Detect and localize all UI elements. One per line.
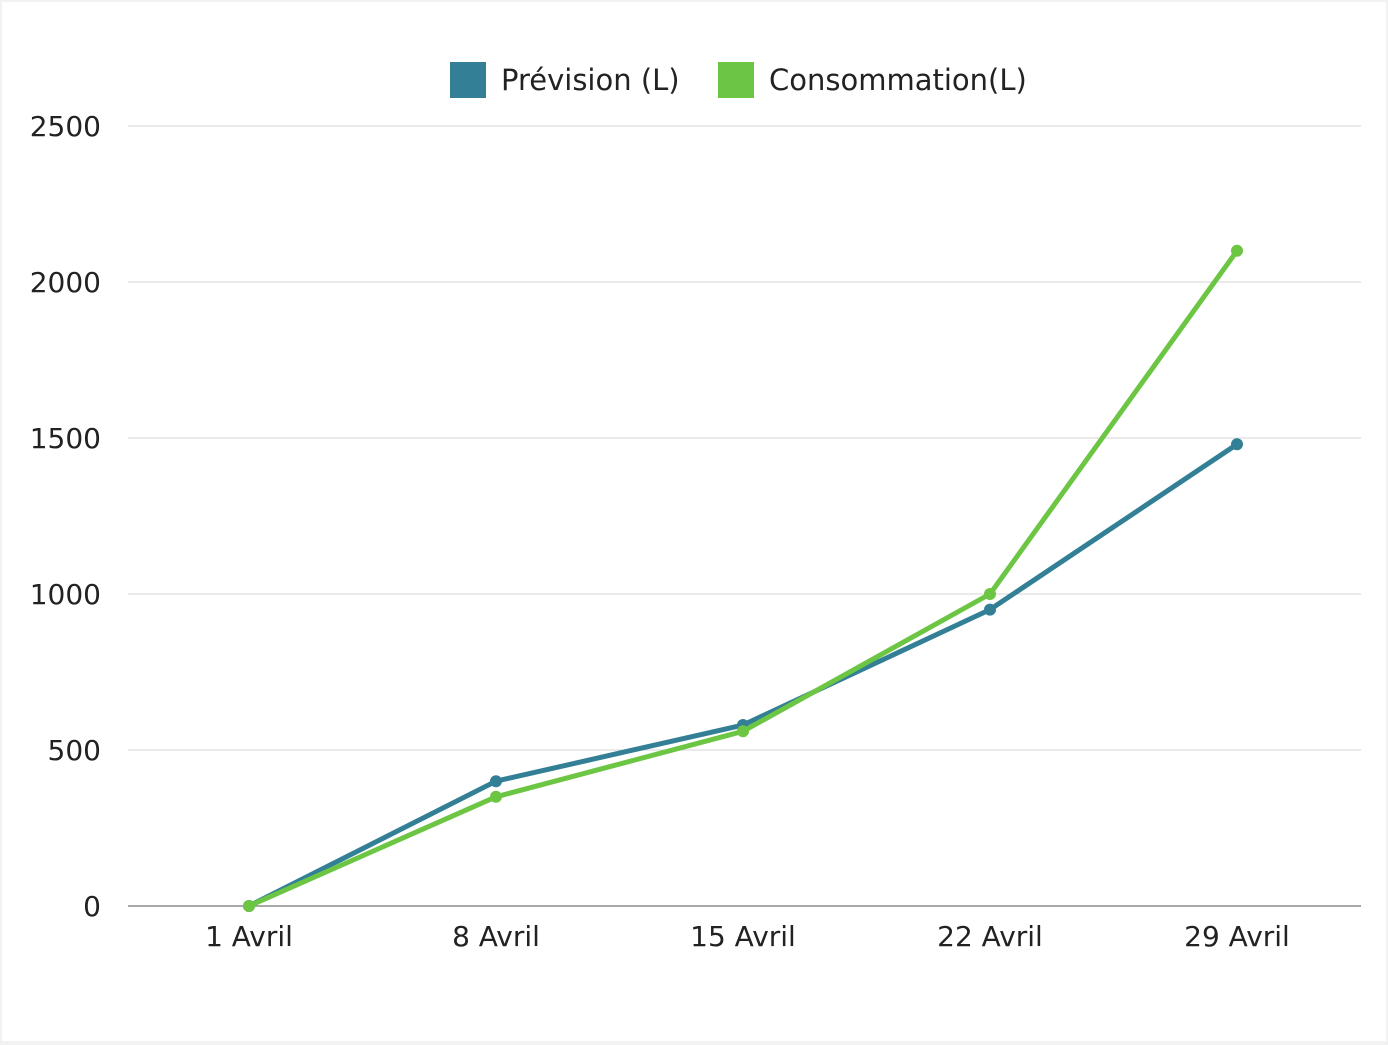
series-line	[246, 441, 1240, 909]
data-point	[737, 725, 749, 738]
legend-label: Prévision (L)	[501, 63, 680, 97]
x-axis-ticks: 1 Avril 8 Avril 15 Avril 22 Avril 29 Avril	[205, 920, 1290, 953]
data-point	[984, 588, 996, 600]
y-tick-label: 2000	[30, 266, 101, 299]
data-point	[984, 603, 996, 616]
x-tick-label: 22 Avril	[937, 920, 1043, 953]
x-tick-label: 8 Avril	[452, 920, 540, 953]
x-tick-label: 29 Avril	[1184, 920, 1290, 953]
y-tick-label: 1000	[30, 578, 101, 611]
data-point	[490, 790, 502, 803]
series-line	[246, 248, 1240, 909]
series-lines	[243, 244, 1243, 912]
legend-swatch	[450, 62, 486, 98]
legend-item: Prévision (L)	[450, 62, 680, 98]
y-tick-label: 500	[48, 734, 101, 767]
y-tick-label: 2500	[30, 110, 101, 143]
data-point	[243, 900, 255, 912]
series-0	[243, 438, 1243, 912]
data-point	[1231, 244, 1243, 257]
y-tick-label: 0	[83, 890, 101, 923]
legend-swatch	[718, 62, 754, 98]
data-point	[1231, 438, 1243, 451]
y-tick-label: 1500	[30, 422, 101, 455]
legend-label: Consommation(L)	[769, 63, 1027, 97]
x-tick-label: 15 Avril	[690, 920, 796, 953]
y-axis-ticks: 0 500 1000 1500 2000 2500	[30, 110, 101, 923]
data-point	[490, 775, 502, 788]
series-1	[243, 244, 1243, 912]
grid-lines	[128, 125, 1361, 907]
legend: Prévision (L) Consommation(L)	[450, 62, 1027, 98]
x-tick-label: 1 Avril	[205, 920, 293, 953]
legend-item: Consommation(L)	[718, 62, 1027, 98]
